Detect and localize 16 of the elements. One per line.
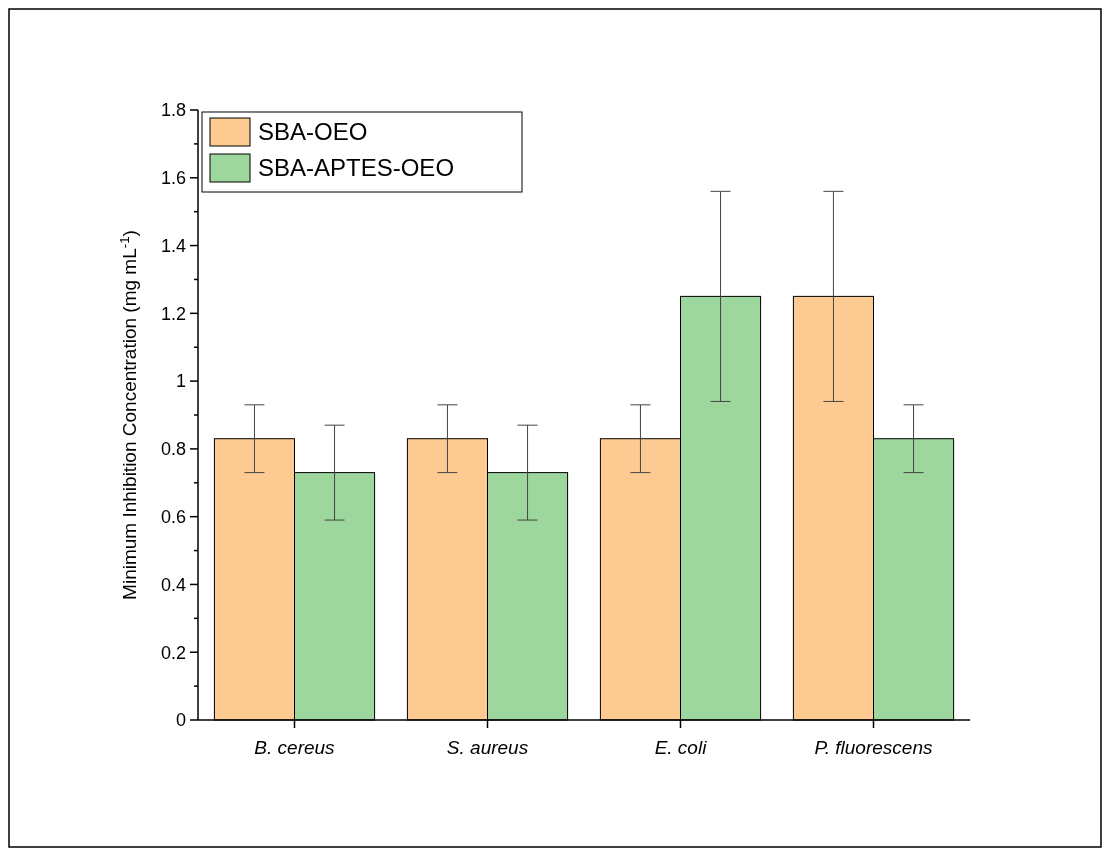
x-tick-label: S. aureus (446, 737, 529, 758)
y-tick-label: 0 (175, 710, 186, 731)
y-tick-label: 1.2 (160, 303, 186, 324)
x-tick-label: B. cereus (254, 737, 336, 758)
y-tick-label: 0.8 (160, 439, 186, 460)
y-tick-label: 0.6 (160, 506, 186, 527)
x-tick-label: P. fluorescens (814, 737, 933, 758)
legend-label: SBA-OEO (258, 118, 368, 146)
y-tick-label: 0.2 (160, 642, 186, 663)
legend-label: SBA-APTES-OEO (258, 154, 455, 182)
y-tick-label: 0.4 (160, 574, 186, 595)
y-tick-label: 1.6 (160, 168, 186, 189)
y-tick-label: 1.4 (160, 235, 186, 256)
x-tick-label: E. coli (654, 737, 708, 758)
y-tick-label: 1.8 (160, 100, 186, 121)
y-tick-label: 1 (175, 371, 186, 392)
